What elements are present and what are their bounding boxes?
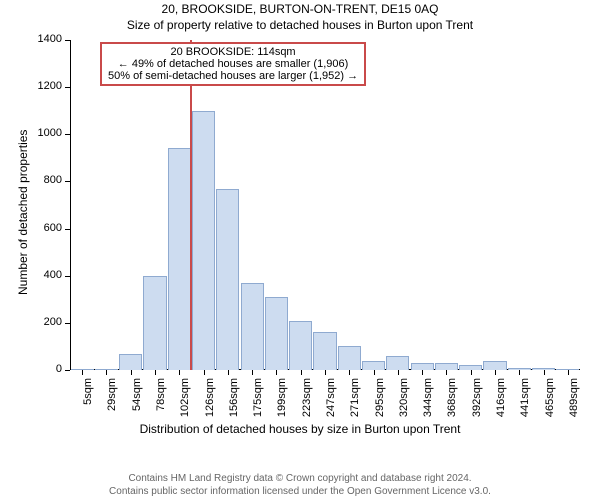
x-tick xyxy=(325,370,326,375)
x-tick xyxy=(544,370,545,375)
y-tick xyxy=(65,229,70,230)
x-tick-label: 126sqm xyxy=(204,378,216,428)
x-tick-label: 5sqm xyxy=(82,378,94,428)
y-tick xyxy=(65,370,70,371)
x-tick-label: 156sqm xyxy=(228,378,240,428)
x-tick xyxy=(228,370,229,375)
histogram-bar xyxy=(483,361,506,370)
x-tick xyxy=(155,370,156,375)
footer-copyright: Contains HM Land Registry data © Crown c… xyxy=(0,472,600,485)
plot-area xyxy=(70,40,580,370)
x-tick xyxy=(568,370,569,375)
property-marker-line xyxy=(190,40,192,370)
x-tick xyxy=(179,370,180,375)
x-tick xyxy=(301,370,302,375)
histogram-bar xyxy=(362,361,385,370)
histogram-bar xyxy=(216,189,239,371)
info-line-larger: 50% of semi-detached houses are larger (… xyxy=(108,70,358,82)
x-tick-label: 320sqm xyxy=(398,378,410,428)
x-tick xyxy=(374,370,375,375)
x-tick xyxy=(471,370,472,375)
x-tick xyxy=(82,370,83,375)
info-line-smaller: ← 49% of detached houses are smaller (1,… xyxy=(108,58,358,70)
y-tick xyxy=(65,276,70,277)
x-tick-label: 54sqm xyxy=(131,378,143,428)
info-line-property: 20 BROOKSIDE: 114sqm xyxy=(108,46,358,58)
x-tick-label: 295sqm xyxy=(374,378,386,428)
x-tick-label: 175sqm xyxy=(252,378,264,428)
x-tick xyxy=(446,370,447,375)
x-tick-label: 199sqm xyxy=(276,378,288,428)
x-tick-label: 489sqm xyxy=(568,378,580,428)
x-tick-label: 102sqm xyxy=(179,378,191,428)
x-tick-label: 441sqm xyxy=(519,378,531,428)
footer-license: Contains public sector information licen… xyxy=(0,485,600,498)
histogram-bar xyxy=(168,148,191,370)
y-tick xyxy=(65,323,70,324)
y-tick-label: 1400 xyxy=(0,33,62,45)
y-tick-label: 400 xyxy=(0,269,62,281)
title-subtitle: Size of property relative to detached ho… xyxy=(0,18,600,32)
x-tick xyxy=(131,370,132,375)
x-tick xyxy=(398,370,399,375)
x-tick-label: 223sqm xyxy=(301,378,313,428)
y-tick-label: 200 xyxy=(0,316,62,328)
y-axis-line xyxy=(70,40,71,370)
x-tick xyxy=(422,370,423,375)
histogram-bar xyxy=(386,356,409,370)
y-tick-label: 600 xyxy=(0,222,62,234)
x-tick xyxy=(495,370,496,375)
info-box: 20 BROOKSIDE: 114sqm ← 49% of detached h… xyxy=(100,42,366,86)
x-tick xyxy=(252,370,253,375)
x-tick xyxy=(349,370,350,375)
histogram-bar xyxy=(411,363,434,370)
y-tick xyxy=(65,40,70,41)
y-tick-label: 1200 xyxy=(0,80,62,92)
y-tick-label: 1000 xyxy=(0,127,62,139)
x-tick xyxy=(106,370,107,375)
histogram-bar xyxy=(338,346,361,370)
histogram-bar xyxy=(289,321,312,371)
x-tick-label: 465sqm xyxy=(544,378,556,428)
histogram-bar xyxy=(241,283,264,370)
histogram-bar xyxy=(143,276,166,370)
x-tick-label: 29sqm xyxy=(106,378,118,428)
x-tick xyxy=(519,370,520,375)
x-tick-label: 392sqm xyxy=(471,378,483,428)
histogram-bar xyxy=(265,297,288,370)
x-tick-label: 416sqm xyxy=(495,378,507,428)
footer: Contains HM Land Registry data © Crown c… xyxy=(0,472,600,498)
histogram-bar xyxy=(119,354,142,371)
x-tick-label: 78sqm xyxy=(155,378,167,428)
histogram-bar xyxy=(192,111,215,370)
x-tick-label: 344sqm xyxy=(422,378,434,428)
y-tick-label: 0 xyxy=(0,363,62,375)
y-tick xyxy=(65,181,70,182)
y-tick xyxy=(65,87,70,88)
title-address: 20, BROOKSIDE, BURTON-ON-TRENT, DE15 0AQ xyxy=(0,2,600,16)
histogram-bar xyxy=(435,363,458,370)
x-tick-label: 271sqm xyxy=(349,378,361,428)
x-tick xyxy=(276,370,277,375)
y-tick-label: 800 xyxy=(0,174,62,186)
x-tick xyxy=(204,370,205,375)
y-tick xyxy=(65,134,70,135)
x-tick-label: 247sqm xyxy=(325,378,337,428)
x-tick-label: 368sqm xyxy=(446,378,458,428)
chart-container: 20, BROOKSIDE, BURTON-ON-TRENT, DE15 0AQ… xyxy=(0,0,600,500)
histogram-bar xyxy=(313,332,336,370)
